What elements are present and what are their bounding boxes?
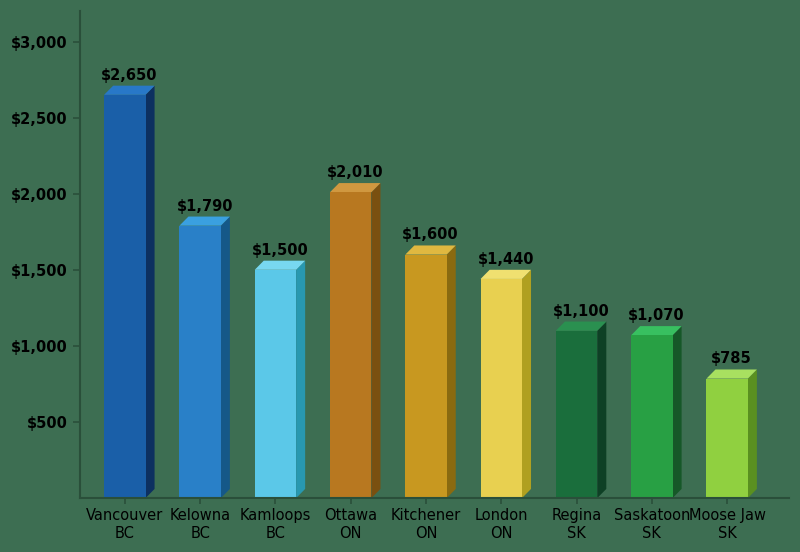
Polygon shape: [673, 326, 682, 498]
Text: $1,600: $1,600: [402, 227, 459, 242]
Polygon shape: [598, 322, 606, 498]
Polygon shape: [481, 279, 522, 498]
Polygon shape: [748, 369, 757, 498]
Polygon shape: [406, 246, 456, 254]
Polygon shape: [706, 379, 748, 498]
Text: $1,100: $1,100: [553, 304, 610, 319]
Polygon shape: [330, 192, 371, 498]
Polygon shape: [556, 331, 598, 498]
Text: $785: $785: [711, 352, 752, 367]
Text: $1,440: $1,440: [478, 252, 534, 267]
Polygon shape: [179, 216, 230, 226]
Text: $1,790: $1,790: [176, 199, 233, 214]
Text: $2,010: $2,010: [327, 165, 383, 180]
Polygon shape: [330, 183, 381, 192]
Polygon shape: [446, 246, 456, 498]
Polygon shape: [104, 95, 146, 498]
Polygon shape: [631, 326, 682, 335]
Text: $1,070: $1,070: [628, 308, 685, 323]
Text: $2,650: $2,650: [101, 68, 158, 83]
Polygon shape: [254, 270, 296, 498]
Polygon shape: [522, 270, 531, 498]
Polygon shape: [556, 322, 606, 331]
Polygon shape: [146, 86, 154, 498]
Polygon shape: [706, 369, 757, 379]
Polygon shape: [406, 254, 446, 498]
Polygon shape: [179, 226, 221, 498]
Polygon shape: [631, 335, 673, 498]
Text: $1,500: $1,500: [251, 243, 308, 258]
Polygon shape: [481, 270, 531, 279]
Polygon shape: [371, 183, 381, 498]
Polygon shape: [254, 261, 305, 270]
Polygon shape: [296, 261, 305, 498]
Polygon shape: [221, 216, 230, 498]
Polygon shape: [104, 86, 154, 95]
